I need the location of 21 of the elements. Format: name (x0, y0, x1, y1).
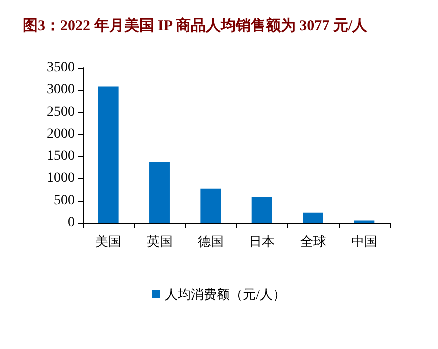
y-tick-label: 1500 (47, 149, 75, 164)
x-tick-label: 美国 (96, 234, 122, 249)
x-tick-label: 中国 (351, 234, 378, 249)
legend-label: 人均消费额（元/人） (165, 287, 286, 302)
x-tick-label: 德国 (198, 234, 224, 249)
x-tick-label: 日本 (249, 234, 276, 249)
bar (252, 197, 272, 223)
y-tick-label: 2000 (47, 126, 75, 142)
x-tick-label: 英国 (146, 234, 173, 249)
bar (98, 86, 119, 223)
bar (150, 162, 170, 223)
x-tick-label: 全球 (300, 234, 326, 249)
bar (303, 212, 324, 223)
y-tick-label: 1000 (47, 171, 75, 186)
y-tick-label: 2500 (47, 104, 75, 120)
bar (200, 188, 222, 223)
chart-title: 图3：2022 年月美国 IP 商品人均销售额为 3077 元/人 (23, 16, 369, 34)
y-tick-label: 3000 (47, 82, 75, 98)
y-tick-label: 0 (68, 216, 75, 230)
y-tick-label: 3500 (47, 60, 75, 76)
y-tick-label: 500 (54, 193, 75, 208)
